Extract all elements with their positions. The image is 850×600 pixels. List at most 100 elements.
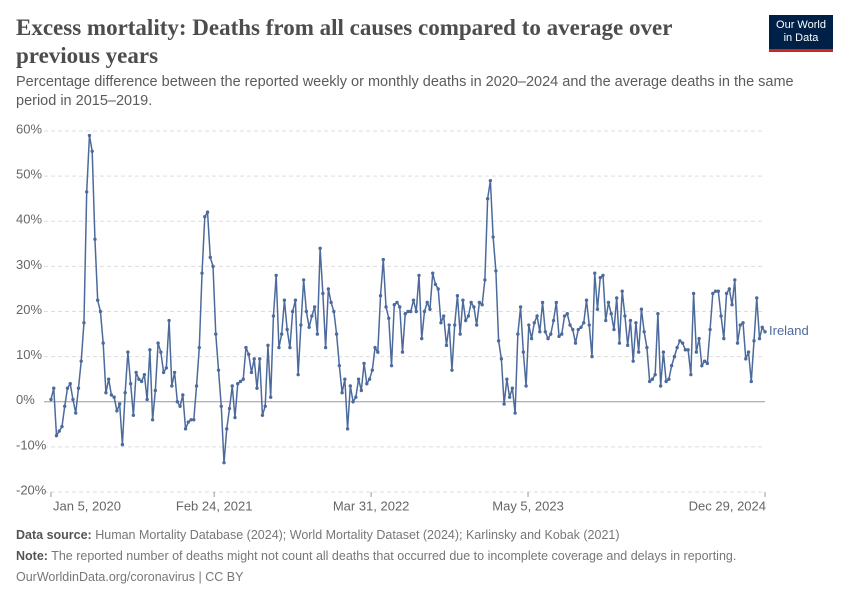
point [738,323,742,327]
point [326,287,331,291]
point [178,404,182,408]
point [323,345,328,350]
point [192,418,196,422]
point [398,305,402,309]
footer-url[interactable]: OurWorldinData.org/coronavirus | CC BY [16,570,244,584]
y-tick-label: 50% [16,167,42,182]
point [433,282,438,287]
point [463,318,468,323]
point [444,343,449,348]
point [705,361,710,366]
point [279,332,284,336]
point [543,330,548,334]
point [422,309,427,314]
point [675,345,679,350]
point [274,273,278,278]
point [104,391,108,395]
point [392,303,396,307]
point [658,384,663,388]
point [189,418,193,422]
point [321,291,325,296]
point [450,368,454,372]
point [74,411,78,415]
point [620,289,624,293]
point [576,327,580,332]
point [307,325,311,329]
point [513,411,517,415]
point [82,321,86,325]
point [442,314,446,318]
point [568,323,572,327]
y-tick-label: 10% [16,347,42,362]
point [535,314,539,318]
point [420,336,424,341]
point [667,377,671,381]
point [469,300,473,305]
point [680,341,685,345]
point [461,298,465,302]
point [447,323,451,327]
point [711,291,715,296]
point [505,377,509,381]
series-label: Ireland [769,323,809,338]
point [480,303,484,307]
point [153,388,158,393]
point [722,336,726,341]
point [708,327,712,332]
point [516,332,520,336]
point [529,336,534,341]
point [164,366,169,370]
point [562,314,567,318]
point [93,237,97,241]
point [689,372,693,377]
point [669,363,674,368]
point [334,332,339,336]
point [466,314,471,318]
point [60,424,64,429]
point [142,372,147,377]
point [194,384,199,388]
x-tick-label: Feb 24, 2021 [176,498,253,513]
point [683,348,688,352]
point [65,386,70,390]
point [343,377,347,381]
point [716,289,721,293]
point [98,309,103,314]
point [634,321,638,325]
point [598,275,602,280]
point [117,402,122,406]
point [428,307,432,311]
y-tick-label: 30% [16,257,42,272]
source-text: Human Mortality Database (2024); World M… [95,528,620,542]
point [148,348,152,352]
point [653,372,657,377]
point [247,352,251,357]
point [587,323,591,327]
point [400,350,405,354]
y-tick-label: 20% [16,302,42,317]
point [134,370,138,375]
point [700,363,704,368]
point [590,354,594,359]
point [337,363,342,368]
point [87,133,92,138]
logo[interactable]: Our World in Data [769,15,833,52]
point [354,395,358,399]
point [79,359,83,363]
point [551,318,556,323]
point [546,336,550,341]
point [197,345,201,350]
point [95,298,100,302]
point [452,323,457,327]
point [301,278,306,282]
point [628,318,633,323]
point [477,300,482,305]
point [409,309,413,314]
point [161,370,166,375]
point [604,318,608,323]
note-text: The reported number of deaths might not … [51,549,737,563]
x-tick-label: Jan 5, 2020 [53,498,121,513]
point [208,255,212,260]
point [496,339,501,343]
point [436,287,440,291]
